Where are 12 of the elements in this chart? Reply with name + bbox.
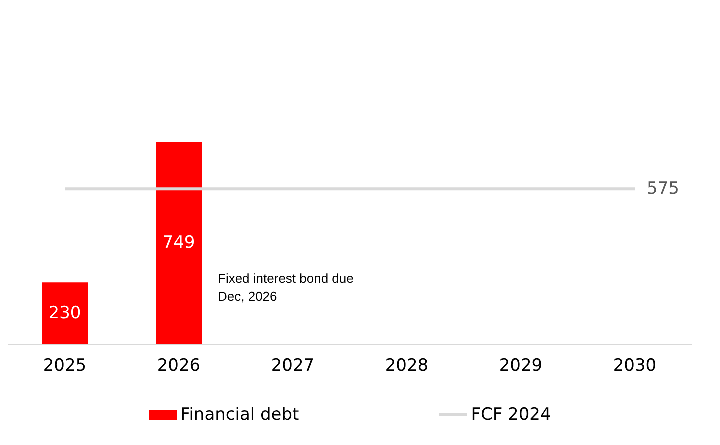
x-tick-label: 2029	[499, 356, 543, 376]
legend-label: Financial debt	[180, 405, 300, 425]
x-tick-label: 2027	[271, 356, 315, 376]
data-label: 230	[48, 303, 82, 324]
data-label: 749	[162, 233, 196, 254]
data-label: 575	[647, 178, 680, 199]
x-tick-label: 2026	[157, 356, 201, 376]
x-tick-label: 2030	[613, 356, 657, 376]
x-tick-label: 2028	[385, 356, 429, 376]
annotation: Fixed interest bond due Dec, 2026	[218, 270, 355, 306]
x-tick-label: 2025	[43, 356, 87, 376]
legend-label: FCF 2024	[471, 405, 552, 425]
